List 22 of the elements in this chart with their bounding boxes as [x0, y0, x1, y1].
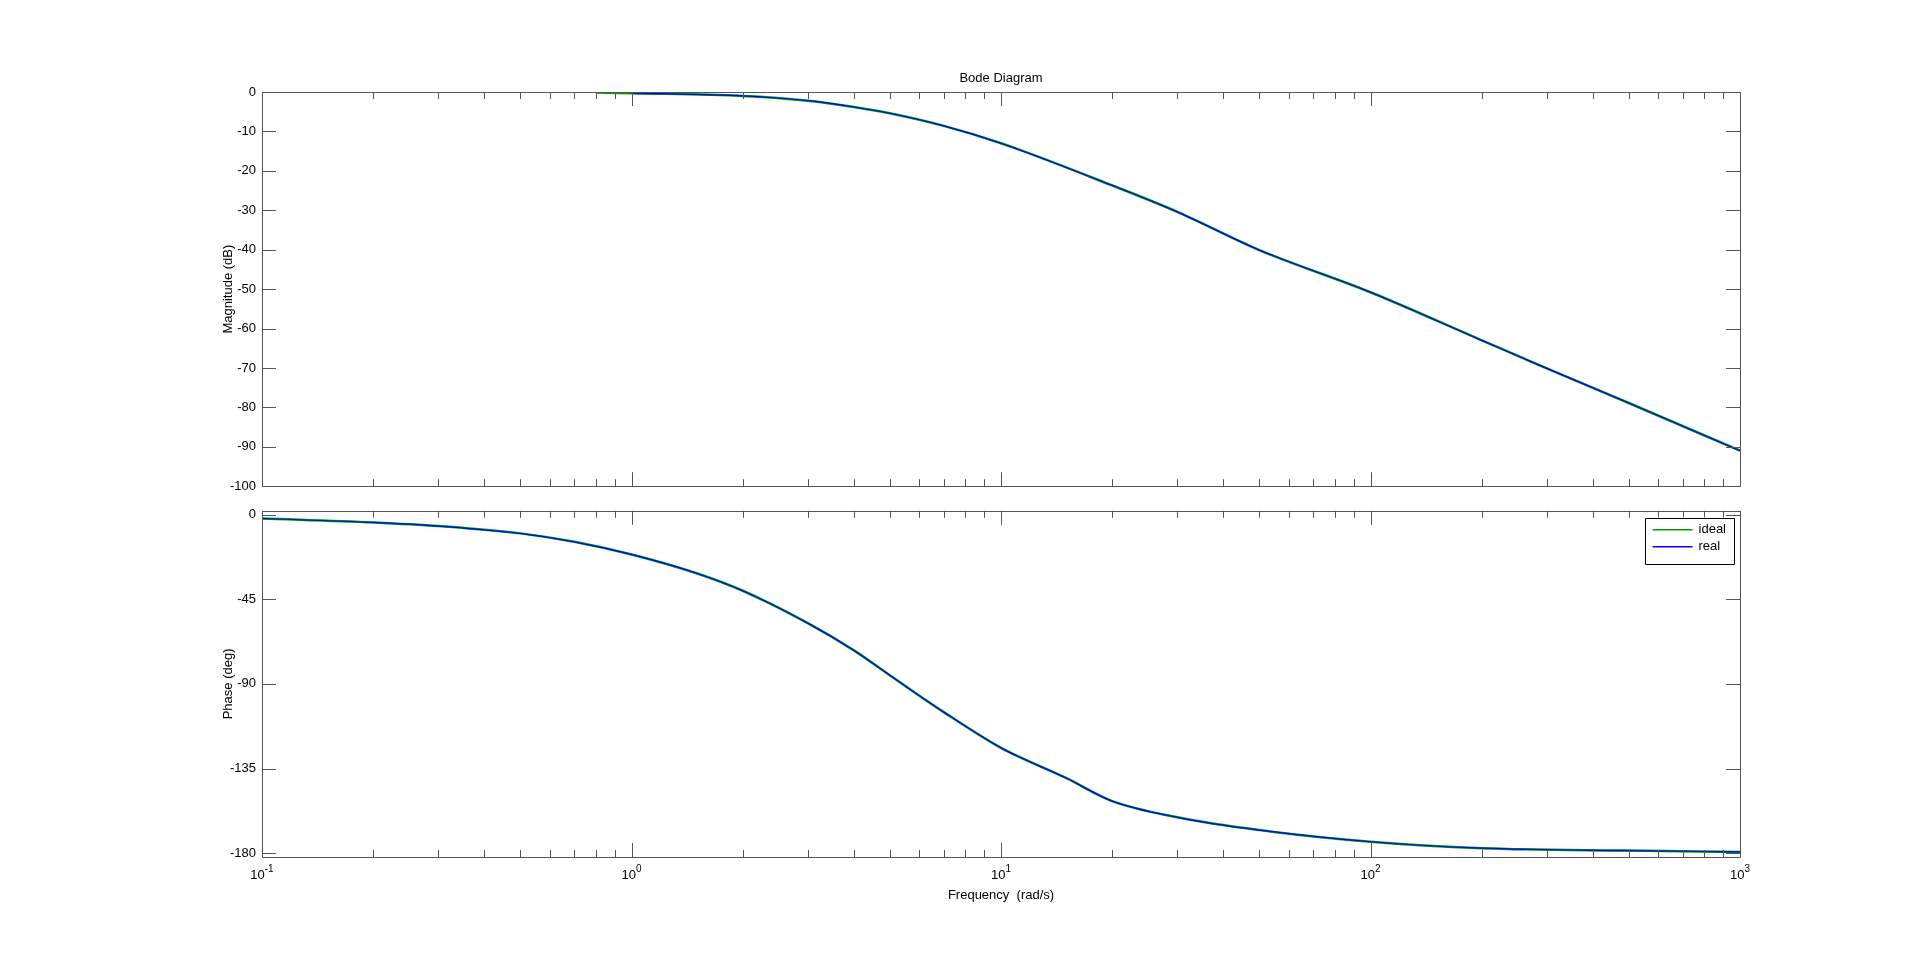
y-axis-title: Phase (deg) [219, 648, 235, 720]
legend-label: ideal [1698, 521, 1727, 537]
y-tick-label: -90 [237, 675, 256, 691]
y-tick-label: -20 [237, 162, 256, 178]
y-tick-label: -40 [237, 241, 256, 257]
y-tick-label: -45 [237, 590, 256, 606]
y-tick-label: -80 [237, 398, 256, 414]
y-tick-label: -30 [237, 201, 256, 217]
x-axis-title: Frequency (rad/s) [947, 887, 1055, 902]
y-tick-label: -180 [229, 844, 256, 860]
y-tick-label: 0 [248, 83, 256, 99]
y-tick-label: -90 [237, 438, 256, 454]
y-tick-label: -70 [237, 359, 256, 375]
legend-label: real [1698, 538, 1721, 554]
y-tick-label: 0 [248, 506, 256, 522]
y-tick-label: -60 [237, 320, 256, 336]
y-tick-label: -135 [229, 760, 256, 776]
y-tick-label: -50 [237, 280, 256, 296]
y-tick-label: -100 [229, 477, 256, 493]
y-tick-label: -10 [237, 123, 256, 138]
chart-title: Bode Diagram [959, 70, 1043, 85]
y-axis-title: Magnitude (dB) [219, 244, 235, 334]
